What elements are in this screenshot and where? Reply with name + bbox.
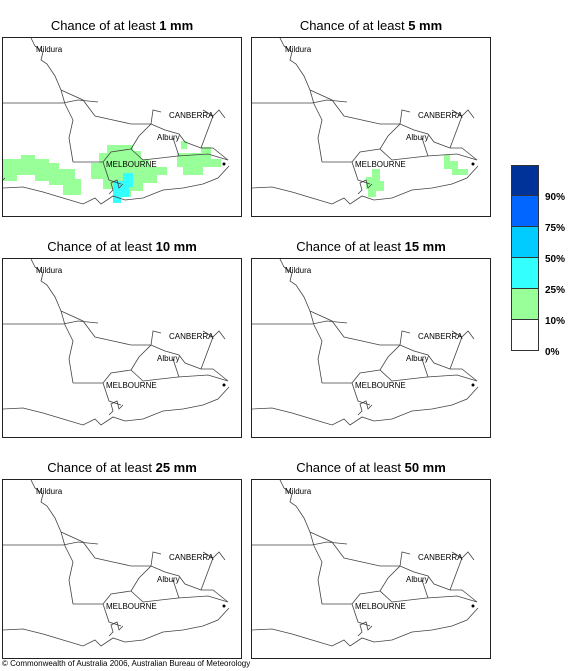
victoria-map: Mildura CANBERRA Albury MELBOURNE xyxy=(2,37,242,217)
map-labels: Mildura CANBERRA Albury MELBOURNE xyxy=(36,487,214,611)
map-boundaries xyxy=(3,480,230,647)
victoria-map-svg: Mildura CANBERRA Albury MELBOURNE xyxy=(252,38,479,205)
map-panel-25mm: Chance of at least 25 mm Mi xyxy=(2,458,242,659)
label-mildura: Mildura xyxy=(36,487,63,496)
label-canberra: CANBERRA xyxy=(418,111,463,120)
victoria-map-svg: Mildura CANBERRA Albury MELBOURNE xyxy=(252,259,479,426)
panel-title-prefix: Chance of at least xyxy=(299,18,409,33)
probability-legend: 90% 75% 50% 25% 10% 0% xyxy=(511,165,570,358)
panel-title-prefix: Chance of at least xyxy=(47,460,156,475)
panel-title-amount: 15 mm xyxy=(404,239,446,254)
label-albury: Albury xyxy=(157,354,180,363)
panel-title-amount: 5 mm xyxy=(408,18,443,33)
legend-tick-label: 75% xyxy=(545,223,566,234)
label-melbourne: MELBOURNE xyxy=(106,381,157,390)
probability-shading xyxy=(366,155,468,197)
legend-swatch xyxy=(511,289,539,320)
legend-tick-label: 90% xyxy=(545,192,566,203)
panel-title: Chance of at least 25 mm xyxy=(2,458,242,478)
label-melbourne: MELBOURNE xyxy=(355,160,406,169)
label-canberra: CANBERRA xyxy=(418,332,463,341)
label-albury: Albury xyxy=(157,575,180,584)
label-mildura: Mildura xyxy=(36,266,63,275)
label-melbourne: MELBOURNE xyxy=(106,160,157,169)
label-mildura: Mildura xyxy=(36,45,63,54)
label-albury: Albury xyxy=(406,133,429,142)
panel-title: Chance of at least 50 mm xyxy=(251,458,491,478)
panel-title-prefix: Chance of at least xyxy=(47,239,156,254)
map-labels: Mildura CANBERRA Albury MELBOURNE xyxy=(285,45,463,169)
coast-point xyxy=(222,604,226,608)
panel-title-amount: 50 mm xyxy=(404,460,446,475)
legend-swatch xyxy=(511,165,539,196)
victoria-map-svg: Mildura CANBERRA Albury MELBOURNE xyxy=(3,480,230,647)
victoria-map-svg: Mildura CANBERRA Albury MELBOURNE xyxy=(252,480,479,647)
label-albury: Albury xyxy=(406,354,429,363)
map-boundaries xyxy=(252,480,479,647)
legend-swatch xyxy=(511,258,539,289)
label-canberra: CANBERRA xyxy=(169,553,214,562)
victoria-map: Mildura CANBERRA Albury MELBOURNE xyxy=(251,258,491,438)
panel-title-prefix: Chance of at least xyxy=(296,239,405,254)
coast-point xyxy=(222,383,226,387)
map-boundaries xyxy=(3,38,230,205)
map-panel-1mm: Chance of at least 1 mm xyxy=(2,16,242,217)
map-boundaries xyxy=(252,38,479,205)
victoria-map: Mildura CANBERRA Albury MELBOURNE xyxy=(2,258,242,438)
map-labels: Mildura CANBERRA Albury MELBOURNE xyxy=(36,45,214,169)
copyright-footer: © Commonwealth of Australia 2006, Austra… xyxy=(2,659,251,668)
map-labels: Mildura CANBERRA Albury MELBOURNE xyxy=(285,487,463,611)
label-mildura: Mildura xyxy=(285,266,312,275)
panel-title-prefix: Chance of at least xyxy=(50,18,160,33)
label-mildura: Mildura xyxy=(285,487,312,496)
panel-title-amount: 1 mm xyxy=(159,18,194,33)
victoria-map-svg: Mildura CANBERRA Albury MELBOURNE xyxy=(3,259,230,426)
label-albury: Albury xyxy=(406,575,429,584)
label-mildura: Mildura xyxy=(285,45,312,54)
panel-title: Chance of at least 1 mm xyxy=(2,16,242,36)
map-boundaries xyxy=(252,259,479,426)
victoria-map: Mildura CANBERRA Albury MELBOURNE xyxy=(2,479,242,659)
label-melbourne: MELBOURNE xyxy=(106,602,157,611)
panel-title: Chance of at least 5 mm xyxy=(251,16,491,36)
legend-swatch xyxy=(511,227,539,258)
coast-point xyxy=(471,383,475,387)
label-canberra: CANBERRA xyxy=(169,332,214,341)
map-labels: Mildura CANBERRA Albury MELBOURNE xyxy=(285,266,463,390)
map-panel-10mm: Chance of at least 10 mm Mi xyxy=(2,237,242,438)
panel-title-amount: 25 mm xyxy=(155,460,197,475)
legend-tick-label: 25% xyxy=(545,285,566,296)
label-albury: Albury xyxy=(157,133,180,142)
map-panel-15mm: Chance of at least 15 mm Mi xyxy=(251,237,491,438)
panel-title: Chance of at least 15 mm xyxy=(251,237,491,257)
coast-point xyxy=(222,162,226,166)
panel-title: Chance of at least 10 mm xyxy=(2,237,242,257)
map-boundaries xyxy=(3,259,230,426)
legend-tick-label: 10% xyxy=(545,316,566,327)
victoria-map-svg: Mildura CANBERRA Albury MELBOURNE xyxy=(3,38,230,205)
map-panel-50mm: Chance of at least 50 mm Mi xyxy=(251,458,491,659)
legend-tick-label: 0% xyxy=(545,347,560,358)
label-canberra: CANBERRA xyxy=(169,111,214,120)
label-melbourne: MELBOURNE xyxy=(355,381,406,390)
probability-shading xyxy=(3,141,221,203)
label-canberra: CANBERRA xyxy=(418,553,463,562)
panel-title-amount: 10 mm xyxy=(155,239,197,254)
victoria-map: Mildura CANBERRA Albury MELBOURNE xyxy=(251,37,491,217)
label-melbourne: MELBOURNE xyxy=(355,602,406,611)
coast-point xyxy=(471,162,475,166)
legend-swatch xyxy=(511,196,539,227)
legend-tick-label: 50% xyxy=(545,254,566,265)
map-panel-5mm: Chance of at least 5 mm xyxy=(251,16,491,217)
victoria-map: Mildura CANBERRA Albury MELBOURNE xyxy=(251,479,491,659)
map-labels: Mildura CANBERRA Albury MELBOURNE xyxy=(36,266,214,390)
panel-title-prefix: Chance of at least xyxy=(296,460,405,475)
legend-swatch xyxy=(511,320,539,351)
coast-point xyxy=(471,604,475,608)
